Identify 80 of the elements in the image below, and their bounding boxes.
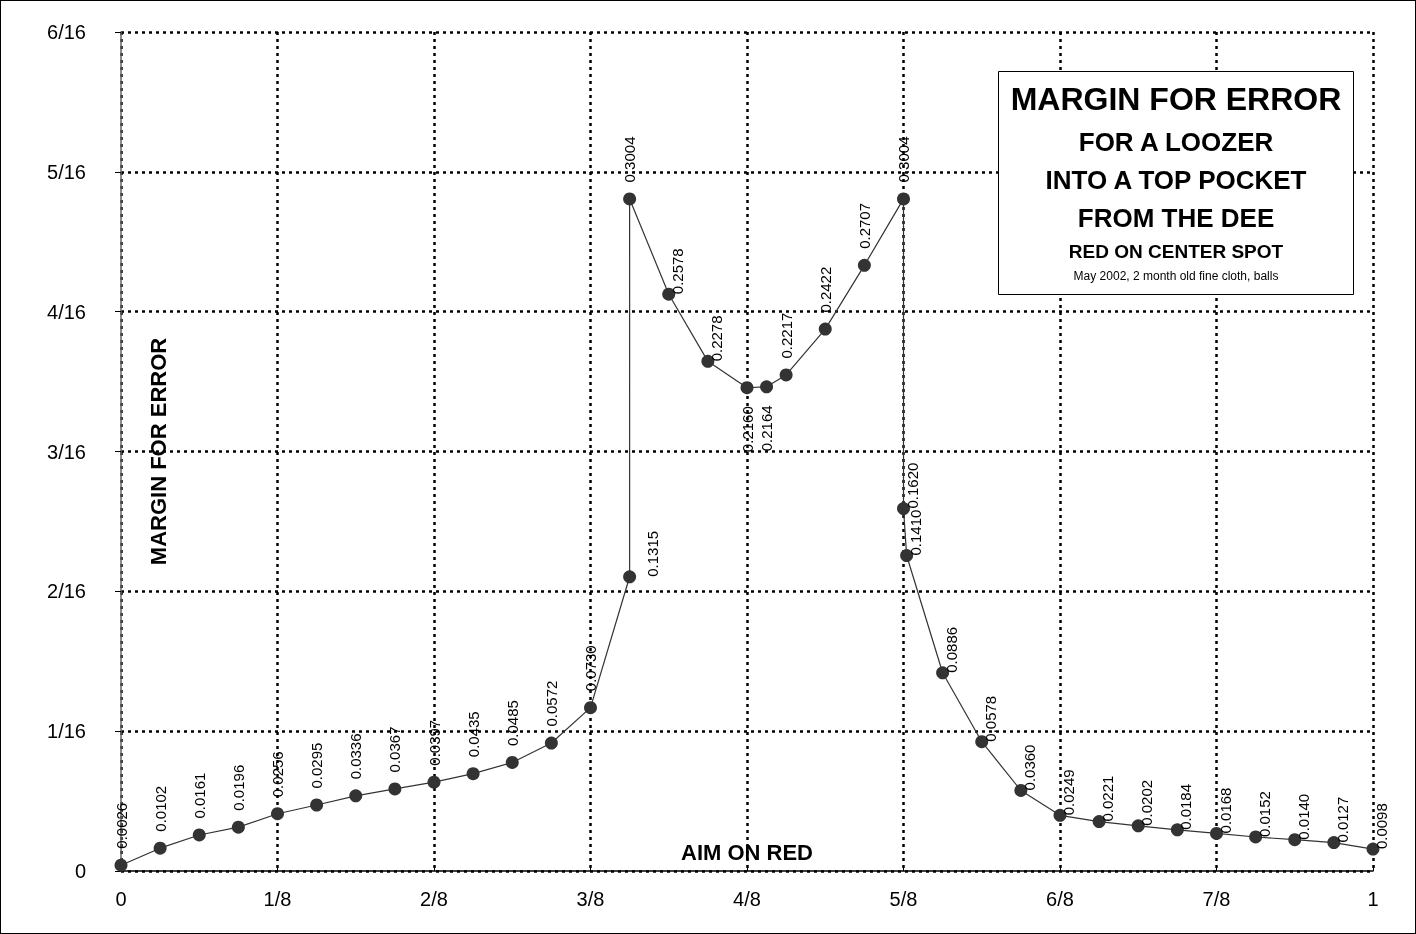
point [623, 192, 637, 206]
data-label: 0.0249 [1060, 769, 1077, 816]
data-label: 0.0435 [464, 711, 482, 758]
data-label: 0.2160 [738, 406, 756, 453]
point [466, 767, 480, 781]
data-label: 0.0196 [229, 764, 247, 811]
data-label: 0.0730 [582, 645, 599, 692]
point [897, 192, 910, 206]
data-label: 0.0397 [425, 719, 443, 766]
point [231, 820, 245, 834]
y-tick-label: 4/16 [47, 300, 86, 323]
point [1210, 826, 1223, 840]
data-label: 0.0152 [1255, 791, 1273, 837]
point [760, 380, 774, 394]
y-tick-label: 2/16 [47, 580, 86, 603]
point [623, 570, 637, 584]
data-label: 0.0102 [151, 785, 169, 832]
point [897, 502, 910, 516]
text: FOR A LOOZER INTO A TOP POCKET FROM THE DEE [1045, 127, 1307, 233]
y-tick-label: 3/16 [47, 440, 86, 463]
point [427, 775, 441, 789]
data-label: 0.0161 [190, 772, 208, 819]
data-label: 0.0184 [1177, 783, 1195, 830]
x-tick-label: 4/8 [733, 888, 761, 910]
point [310, 798, 324, 812]
data-label: 0.2578 [668, 248, 686, 295]
point [114, 858, 128, 872]
data-label: 0.2278 [707, 315, 725, 362]
data-label: 0.2164 [758, 405, 776, 452]
data-label: 0.0360 [1020, 744, 1038, 791]
data-label: 0.0140 [1294, 793, 1312, 840]
point [349, 789, 363, 803]
x-tick-label: 6/8 [1046, 888, 1074, 910]
point [740, 381, 754, 395]
data-label: 0.0295 [308, 742, 326, 789]
x-tick-label: 3/8 [576, 888, 605, 910]
data-label: 0.0572 [542, 680, 560, 727]
y-axis-title: MARGIN FOR ERROR [145, 337, 171, 566]
point [544, 736, 558, 750]
data-label: 0.0098 [1373, 803, 1390, 850]
y-tick-label: 5/16 [47, 160, 86, 183]
data-label: 0.3004 [621, 136, 639, 183]
x-tick-label: 2/8 [420, 888, 448, 910]
data-label: 0.0336 [347, 733, 365, 780]
text: MARGIN FOR ERROR [1010, 81, 1342, 117]
point [388, 782, 402, 796]
point [271, 807, 284, 821]
point [192, 828, 206, 842]
annotation: May 2002, 2 month old fine cloth, balls [1073, 269, 1279, 283]
point [857, 258, 871, 272]
point [505, 755, 519, 769]
data-label: 0.0367 [386, 726, 404, 773]
data-label: 0.0168 [1216, 787, 1234, 834]
data-label: 0.1315 [643, 530, 661, 577]
data-label: 0.2707 [855, 202, 873, 249]
data-label: 0.2217 [777, 312, 795, 359]
annotation: RED ON CENTER SPOT [1068, 240, 1284, 262]
data-label: 0.0886 [942, 626, 960, 673]
y-tick-label: 0 [74, 860, 86, 882]
data-label: 0.0127 [1333, 796, 1351, 843]
data-label: 0.1620 [903, 462, 921, 509]
data-label: 0.0026 [112, 802, 130, 849]
data-label: 0.1410 [906, 509, 924, 556]
point [779, 368, 793, 382]
x-tick-label: 7/8 [1202, 888, 1231, 910]
data-label: 0.0221 [1099, 775, 1117, 822]
x-axis-title: AIM ON RED [681, 839, 813, 865]
data-label: 0.0578 [981, 695, 999, 742]
data-label: 0.0485 [503, 700, 521, 746]
y-tick-label: 1/16 [47, 720, 86, 743]
data-label: 0.0202 [1138, 779, 1156, 826]
x-tick-label: 0 [115, 888, 127, 910]
y-tick-label: 6/16 [47, 21, 86, 43]
data-label: 0.2422 [816, 266, 834, 313]
x-tick-label: 5/8 [889, 888, 918, 910]
x-tick-label: 1 [1367, 888, 1379, 910]
point [153, 841, 167, 855]
point [818, 322, 832, 336]
point [584, 701, 597, 715]
x-tick-label: 1/8 [263, 888, 292, 910]
